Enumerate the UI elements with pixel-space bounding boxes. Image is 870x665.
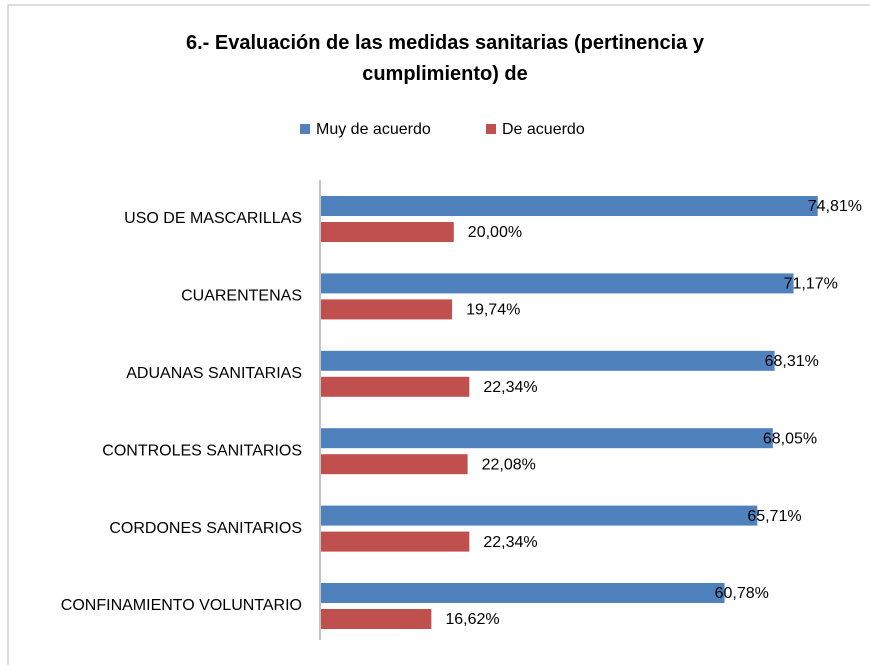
y-tick-label: USO DE MASCARILLAS [124, 210, 302, 227]
data-label: 19,74% [466, 302, 520, 319]
bar [321, 609, 432, 629]
data-label: 60,78% [715, 585, 769, 602]
bar [321, 505, 758, 526]
data-label: 65,71% [747, 508, 801, 525]
bar [321, 222, 454, 242]
data-label: 22,34% [483, 534, 537, 551]
bar [321, 350, 775, 371]
y-tick-label: CONFINAMIENTO VOLUNTARIO [61, 597, 302, 614]
bar [321, 299, 453, 320]
data-label: 16,62% [445, 611, 499, 628]
data-label: 71,17% [784, 276, 838, 293]
data-label: 22,34% [483, 379, 537, 396]
bar [321, 531, 470, 552]
legend-swatch [300, 124, 310, 134]
data-label: 22,08% [482, 456, 536, 473]
data-label: 68,31% [765, 353, 819, 370]
legend-swatch [486, 124, 496, 134]
bar [321, 583, 725, 603]
y-tick-label: CUARENTENAS [181, 288, 302, 305]
bar [321, 196, 818, 216]
data-label: 68,05% [763, 430, 817, 447]
frame [7, 4, 870, 665]
y-tick-label: CORDONES SANITARIOS [109, 520, 302, 537]
bar [321, 376, 470, 397]
data-label: 74,81% [808, 198, 862, 215]
bar [321, 428, 773, 449]
legend-label: Muy de acuerdo [316, 121, 431, 138]
y-tick-label: CONTROLES SANITARIOS [102, 442, 302, 459]
legend-label: De acuerdo [502, 121, 585, 138]
data-label: 20,00% [468, 224, 522, 241]
bar [321, 454, 468, 475]
bar [321, 273, 794, 294]
y-tick-label: ADUANAS SANITARIAS [126, 365, 302, 382]
chart-title: 6.- Evaluación de las medidas sanitarias… [186, 32, 704, 85]
